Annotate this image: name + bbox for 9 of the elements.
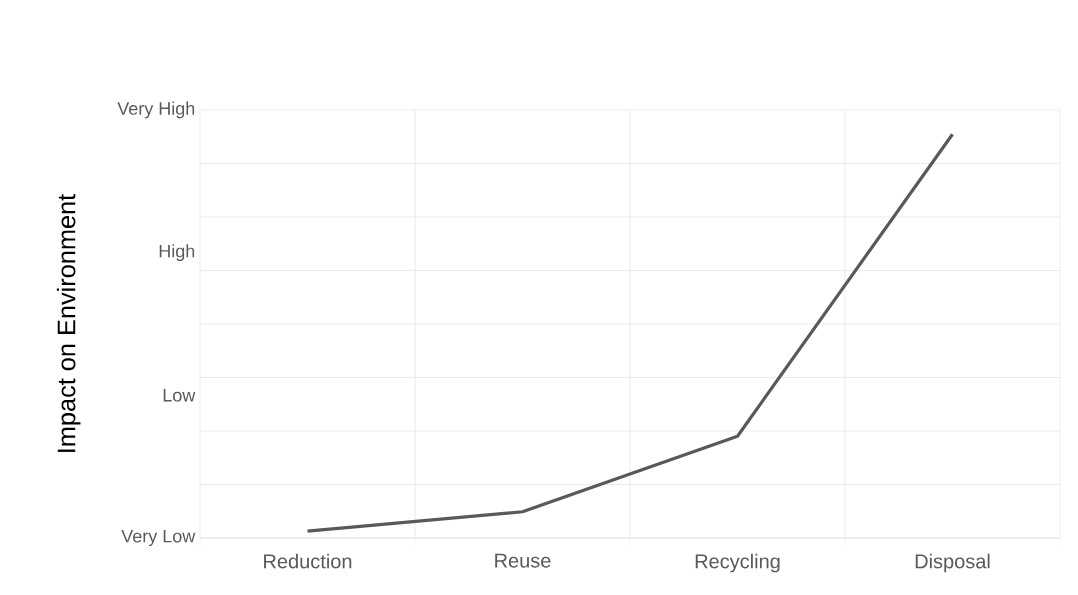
x-tick-label: Reuse xyxy=(495,553,551,568)
text: High xyxy=(159,244,195,262)
x-tick-label: Recycling xyxy=(695,553,780,573)
text: Very Low xyxy=(121,529,196,547)
text: Low xyxy=(163,389,196,402)
x-tick-label: Disposal xyxy=(915,553,990,573)
x-tick-label: Reduction xyxy=(264,553,352,569)
y-axis-title: Impact on Environment xyxy=(56,193,81,452)
text: Very High xyxy=(117,101,195,119)
